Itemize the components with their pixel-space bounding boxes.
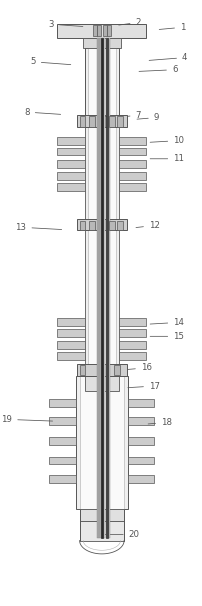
- Bar: [57, 172, 84, 179]
- Text: 4: 4: [148, 53, 187, 62]
- Bar: [102, 25, 106, 36]
- Bar: [127, 399, 154, 407]
- Bar: [84, 127, 118, 224]
- Bar: [109, 221, 114, 230]
- Bar: [84, 48, 118, 121]
- Text: 14: 14: [149, 318, 183, 327]
- Bar: [84, 376, 118, 391]
- Bar: [79, 509, 123, 521]
- Text: 20: 20: [104, 530, 139, 539]
- Bar: [109, 116, 114, 127]
- Bar: [57, 147, 84, 155]
- Text: 19: 19: [1, 415, 52, 424]
- Bar: [49, 475, 75, 482]
- Bar: [101, 221, 103, 230]
- Bar: [57, 136, 84, 144]
- Bar: [101, 116, 103, 127]
- Bar: [79, 376, 123, 509]
- Bar: [57, 24, 146, 38]
- Bar: [57, 159, 84, 167]
- Bar: [96, 25, 100, 36]
- Text: 13: 13: [15, 223, 61, 231]
- Text: 18: 18: [147, 418, 171, 427]
- Bar: [76, 364, 126, 376]
- Bar: [101, 365, 103, 375]
- Bar: [118, 136, 146, 144]
- Bar: [118, 147, 146, 155]
- Bar: [99, 38, 101, 538]
- Text: 3: 3: [48, 20, 82, 28]
- Text: 17: 17: [127, 382, 159, 390]
- Bar: [127, 457, 154, 464]
- Bar: [127, 475, 154, 482]
- Bar: [118, 319, 146, 326]
- Bar: [105, 38, 107, 538]
- Bar: [57, 330, 84, 337]
- Bar: [75, 376, 127, 509]
- Bar: [76, 115, 126, 127]
- Bar: [127, 417, 154, 425]
- Bar: [97, 365, 100, 375]
- Bar: [79, 365, 85, 375]
- Bar: [92, 25, 96, 36]
- Text: 10: 10: [149, 136, 183, 145]
- Bar: [79, 116, 85, 127]
- Bar: [118, 183, 146, 190]
- Bar: [57, 353, 84, 360]
- Text: 7: 7: [118, 111, 140, 119]
- Bar: [97, 221, 100, 230]
- Bar: [82, 38, 120, 48]
- Text: 6: 6: [138, 65, 177, 74]
- Text: 15: 15: [149, 332, 183, 341]
- Bar: [104, 116, 106, 127]
- Text: 1: 1: [158, 23, 185, 32]
- Bar: [117, 221, 122, 230]
- Bar: [118, 159, 146, 167]
- Bar: [49, 399, 75, 407]
- Bar: [76, 219, 126, 230]
- Bar: [97, 116, 100, 127]
- Bar: [118, 353, 146, 360]
- Bar: [118, 342, 146, 349]
- Text: 5: 5: [30, 58, 70, 66]
- Text: 16: 16: [127, 364, 151, 372]
- Bar: [127, 438, 154, 445]
- Bar: [57, 319, 84, 326]
- Bar: [100, 38, 103, 538]
- Bar: [97, 38, 98, 538]
- Bar: [118, 172, 146, 179]
- Text: 11: 11: [149, 155, 183, 163]
- Text: 9: 9: [136, 113, 158, 122]
- Bar: [114, 365, 119, 375]
- Text: 2: 2: [118, 18, 140, 27]
- Bar: [49, 417, 75, 425]
- Bar: [106, 38, 108, 538]
- Bar: [79, 221, 85, 230]
- Bar: [88, 127, 115, 224]
- Bar: [49, 457, 75, 464]
- Bar: [57, 183, 84, 190]
- Bar: [88, 230, 115, 368]
- Bar: [57, 342, 84, 349]
- Bar: [49, 438, 75, 445]
- Bar: [103, 38, 104, 538]
- Text: 8: 8: [24, 108, 60, 116]
- Bar: [88, 48, 115, 121]
- Bar: [101, 38, 102, 538]
- Bar: [88, 116, 94, 127]
- Bar: [106, 25, 110, 36]
- Bar: [118, 330, 146, 337]
- Bar: [108, 38, 110, 538]
- Bar: [88, 221, 94, 230]
- Bar: [79, 521, 123, 541]
- Bar: [117, 116, 122, 127]
- Text: 12: 12: [135, 221, 159, 230]
- Bar: [84, 230, 118, 368]
